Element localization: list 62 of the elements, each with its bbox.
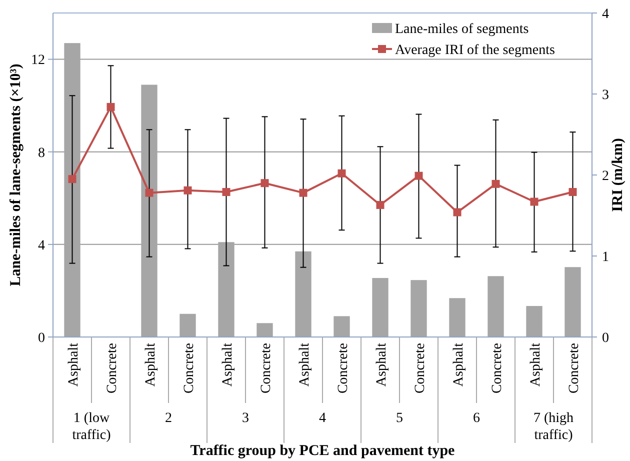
y-tick-label: 12 (31, 53, 45, 68)
bar (526, 306, 542, 337)
y-tick-label: 8 (38, 146, 45, 161)
point (492, 180, 500, 188)
y2-tick-label: 4 (602, 6, 609, 22)
y2-tick-label: 2 (602, 168, 609, 184)
text: 4 (319, 411, 326, 426)
text: 6 (473, 411, 480, 426)
text: 1 (low traffic) (72, 411, 112, 443)
text: 5 (396, 411, 403, 426)
y2-tick-label: 0 (602, 330, 609, 346)
x-tick-label: Concrete (412, 343, 428, 394)
y2-tick-label: 1 (602, 250, 609, 265)
point (68, 175, 76, 184)
x-tick-label: Asphalt (220, 342, 236, 387)
y-tick-label: 4 (38, 238, 45, 254)
bar (334, 316, 350, 337)
bar (218, 242, 234, 337)
point (222, 188, 230, 196)
x-axis-title: Traffic group by PCE and pavement type (190, 443, 456, 459)
y-axis-title: Lane-miles of lane-segments (×10³) (8, 64, 24, 286)
point (414, 172, 423, 180)
x-tick-label: Asphalt (451, 342, 466, 387)
x-tick-label: Asphalt (66, 342, 82, 387)
x-tick-label: Asphalt (528, 342, 544, 387)
bar (141, 84, 158, 337)
text: 7 (high traffic) (533, 411, 574, 443)
x-tick-label: Asphalt (297, 342, 312, 387)
y2-axis-title: IRI (m/km) (610, 138, 626, 212)
y2-tick-label: 3 (602, 88, 609, 103)
point (145, 188, 154, 197)
point (376, 200, 384, 209)
x-tick-label: Asphalt (143, 342, 158, 387)
x-tick-label: Asphalt (374, 342, 390, 387)
y-tick-label: 0 (38, 330, 45, 346)
bar (256, 323, 273, 337)
x-tick-label: Concrete (490, 343, 505, 394)
bar (449, 298, 466, 337)
bar (180, 314, 196, 337)
point (338, 169, 346, 178)
point (453, 208, 462, 216)
bar (488, 276, 504, 337)
bar (372, 278, 388, 337)
bar (564, 267, 581, 337)
x-tick-label: Concrete (336, 343, 351, 394)
text: 2 (165, 411, 172, 426)
bar (64, 43, 80, 337)
point (106, 102, 115, 111)
x-tick-label: Concrete (104, 343, 120, 394)
point (299, 188, 308, 197)
text: 3 (242, 411, 249, 426)
legend-label: Average IRI of the segments (395, 42, 555, 58)
x-tick-label: Concrete (182, 343, 197, 394)
bar (295, 251, 312, 337)
legend-label: Lane-miles of segments (395, 22, 529, 37)
point (184, 186, 192, 194)
point (260, 179, 269, 188)
x-tick-label: Concrete (566, 343, 582, 394)
bar (410, 280, 427, 337)
x-tick-label: Concrete (258, 343, 274, 394)
point (530, 198, 538, 206)
point (568, 188, 577, 196)
